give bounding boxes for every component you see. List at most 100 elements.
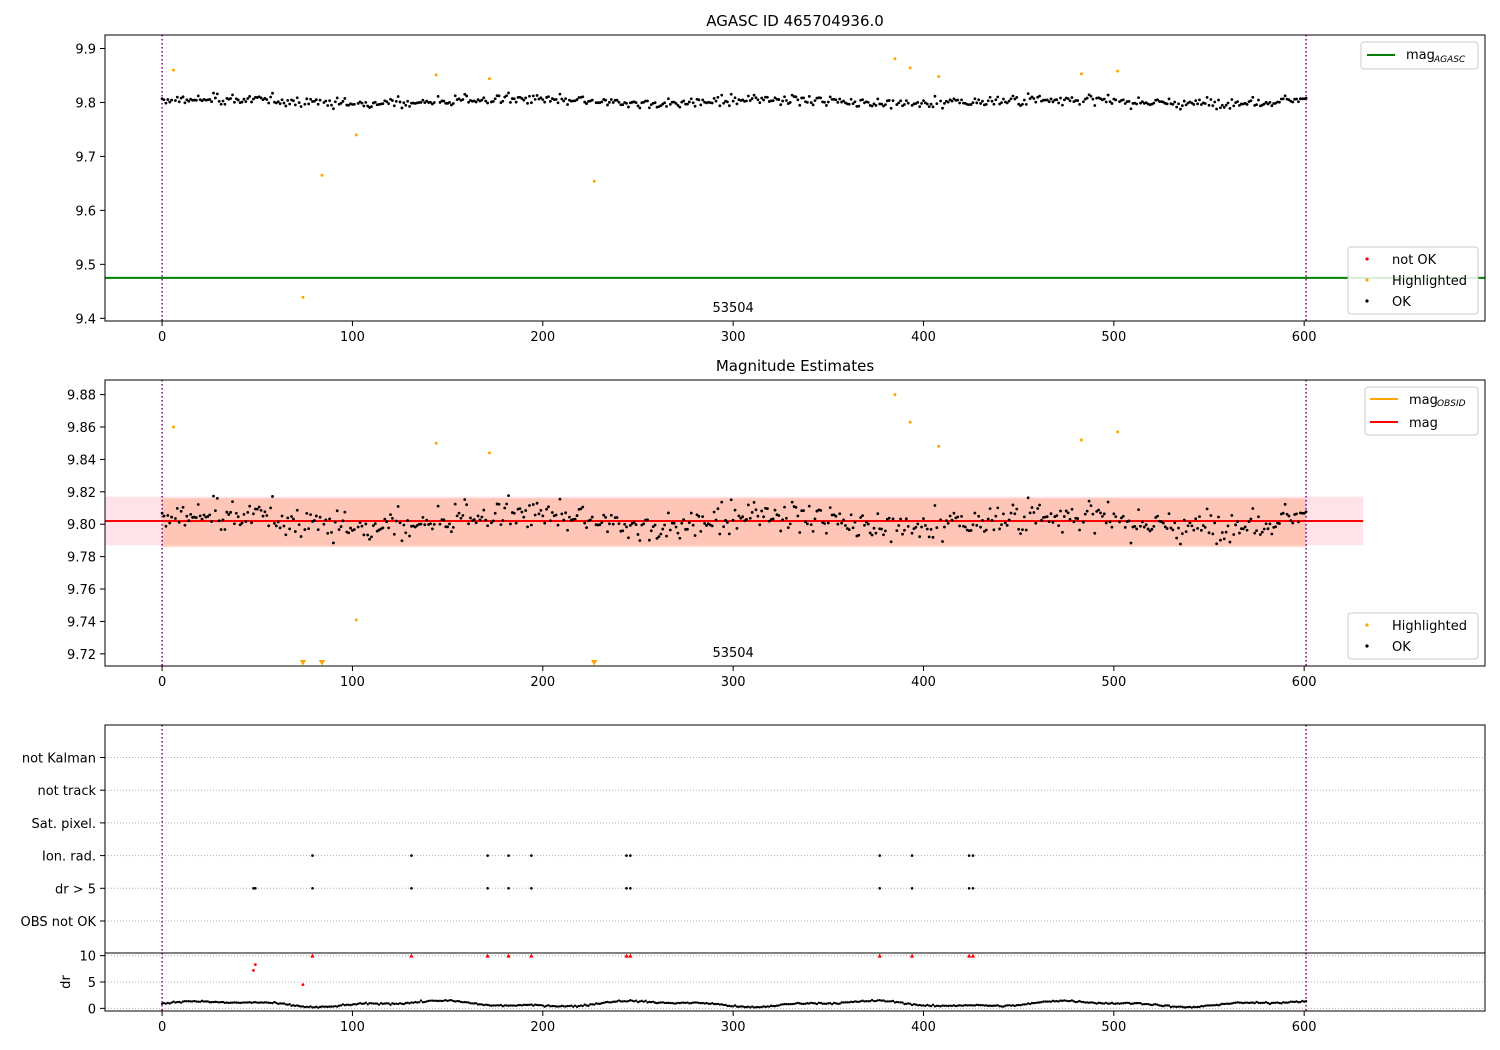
ok-point (925, 102, 929, 106)
dr-ok-point (1226, 1002, 1230, 1005)
dr-ok-point (575, 1005, 579, 1008)
dr-ok-point (435, 999, 438, 1003)
dr-ok-point (615, 1000, 619, 1003)
ok-point (1030, 95, 1034, 99)
dr-ok-point (623, 999, 626, 1003)
dr-ok-point (427, 999, 430, 1003)
dr-ok-point (1076, 1000, 1079, 1003)
ok-point (697, 98, 701, 102)
y-tick-label: 9.7 (75, 150, 96, 165)
ok-point (189, 512, 193, 516)
ok-point (360, 524, 364, 528)
ok-point (1190, 524, 1194, 528)
dr-ok-point (918, 1003, 921, 1007)
ok-point (680, 521, 684, 525)
ok-point (1139, 524, 1142, 528)
ok-point (305, 511, 309, 515)
dr-ok-point (771, 1004, 775, 1008)
legend-marker (1365, 257, 1369, 261)
dr-ok-point (349, 1004, 352, 1007)
ok-point (1026, 92, 1030, 96)
ok-point (550, 511, 554, 514)
ok-point (198, 514, 202, 518)
ok-point (381, 526, 385, 530)
dr-ok-point (994, 1004, 998, 1007)
ok-point (927, 105, 931, 109)
dr-ok-point (1131, 1002, 1135, 1005)
ok-point (558, 497, 562, 501)
ok-point (1175, 105, 1179, 109)
dr-ok-point (240, 1001, 244, 1004)
ok-point (914, 525, 918, 529)
highlighted-point (434, 73, 438, 77)
ok-point (1268, 100, 1272, 104)
dr-ok-point (301, 1005, 305, 1008)
dr-ok-point (313, 1006, 316, 1009)
ok-point (529, 523, 533, 527)
ok-point (1262, 102, 1266, 106)
ok-point (373, 100, 377, 104)
highlighted-point (592, 179, 596, 183)
dr-ok-point (284, 1003, 288, 1006)
dr-ok-point (1017, 1003, 1020, 1007)
dr-ok-point (1078, 999, 1081, 1003)
dr-ok-point (806, 1002, 809, 1005)
ok-point (210, 100, 213, 103)
dr-ok-point (1264, 1000, 1268, 1004)
dr-ok-point (838, 1002, 841, 1005)
dr-ok-point (174, 1001, 177, 1004)
ok-point (811, 529, 815, 533)
ok-point (663, 523, 667, 527)
ok-point (1291, 521, 1295, 525)
ok-point (497, 502, 501, 506)
dr-ok-point (895, 1000, 899, 1004)
ok-point (729, 92, 733, 96)
dr-ok-point (653, 1001, 657, 1004)
dr-ok-point (1276, 1001, 1279, 1004)
ok-point (714, 518, 718, 522)
ok-point (1297, 100, 1300, 104)
dr-ok-point (608, 1001, 611, 1004)
dr-ok-point (880, 999, 883, 1002)
ok-point (1177, 102, 1180, 106)
ok-point (786, 526, 790, 529)
ok-point (895, 103, 899, 106)
dr-ok-point (952, 1004, 956, 1007)
ok-point (312, 99, 316, 103)
dr-ok-point (1280, 1002, 1283, 1005)
dr-ok-point (1141, 1003, 1144, 1006)
ok-point (1038, 94, 1041, 98)
ok-point (1253, 531, 1257, 535)
dr-not-ok-point (301, 983, 305, 987)
dr-ok-point (568, 1004, 571, 1008)
ok-point (632, 520, 636, 524)
dr-ok-point (589, 1003, 592, 1006)
ok-point (682, 99, 686, 103)
ok-point (212, 494, 215, 498)
ok-point (164, 101, 168, 105)
dr-ok-point (958, 1004, 961, 1007)
ok-point (1283, 502, 1287, 506)
ok-point (805, 522, 809, 526)
ok-point (194, 516, 198, 520)
ok-point (341, 519, 345, 523)
dr-ok-point (1036, 1001, 1039, 1004)
ok-point (558, 92, 562, 96)
dr-ok-point (486, 1003, 489, 1007)
x-tick-label: 400 (911, 1020, 936, 1035)
dr-ok-point (650, 1000, 653, 1004)
dr-ok-point (768, 1005, 771, 1008)
ok-point (667, 97, 670, 101)
highlighted-point (1079, 438, 1083, 442)
dr-ok-point (1026, 1002, 1030, 1005)
dr-ok-point (1202, 1005, 1205, 1008)
dr-ok-point (1011, 1004, 1015, 1007)
ok-point (1051, 100, 1055, 104)
dr-ok-point (888, 1000, 891, 1003)
ok-point (295, 96, 299, 100)
ok-point (537, 512, 541, 516)
ok-point (807, 95, 811, 98)
ok-point (864, 520, 868, 524)
legend-label: mag (1409, 393, 1438, 408)
ok-point (1078, 528, 1081, 532)
